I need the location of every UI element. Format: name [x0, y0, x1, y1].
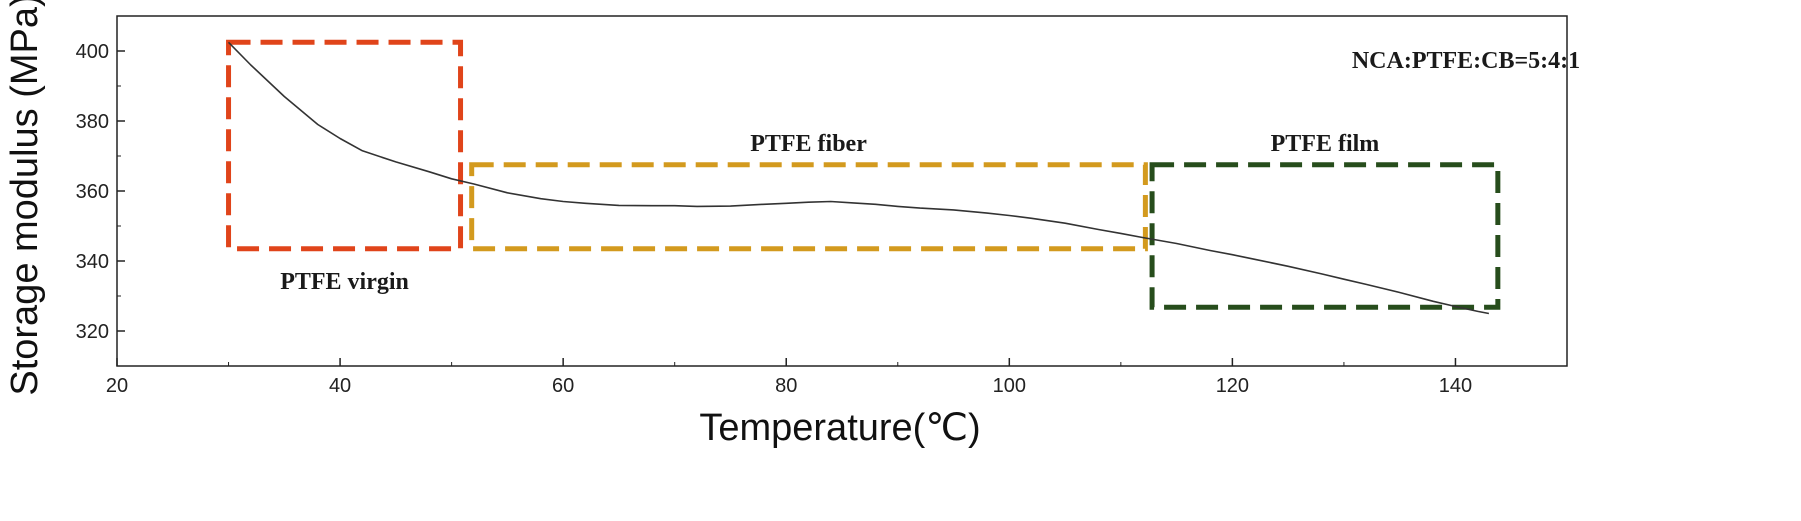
region-box-ptfe-virgin: [226, 39, 464, 252]
y-tick-label: 320: [76, 321, 109, 343]
regions-layer: PTFE virgin PTFE fiber PTFE film: [226, 39, 1501, 310]
composition-annotation: NCA:PTFE:CB=5:4:1: [1352, 48, 1580, 74]
y-axis: 320 340 360 380 400: [76, 41, 125, 343]
y-tick-label: 340: [76, 251, 109, 273]
region-label: PTFE fiber: [750, 131, 867, 157]
series-line-0: [227, 41, 1490, 315]
x-axis-title: Temperature(℃): [699, 407, 980, 449]
x-axis: 20 40 60 80 100 120 140: [106, 358, 1472, 397]
x-tick-label: 100: [993, 375, 1026, 397]
annotations-layer: NCA:PTFE:CB=5:4:1: [1352, 48, 1580, 74]
y-tick-label: 400: [76, 41, 109, 63]
x-tick-label: 80: [775, 375, 797, 397]
x-tick-label: 120: [1216, 375, 1249, 397]
y-tick-label: 360: [76, 181, 109, 203]
series-layer: [227, 41, 1490, 315]
y-tick-label: 380: [76, 111, 109, 133]
x-tick-label: 140: [1439, 375, 1472, 397]
region-label: PTFE film: [1271, 131, 1380, 157]
plot-frame: [116, 15, 1568, 367]
x-tick-label: 60: [552, 375, 574, 397]
x-tick-label: 20: [106, 375, 128, 397]
region-label: PTFE virgin: [280, 269, 409, 295]
y-axis-title: Storage modulus (MPa): [4, 0, 46, 396]
region-box-ptfe-fiber: [469, 162, 1148, 252]
x-tick-label: 40: [329, 375, 351, 397]
region-box-ptfe-film: [1149, 162, 1501, 310]
